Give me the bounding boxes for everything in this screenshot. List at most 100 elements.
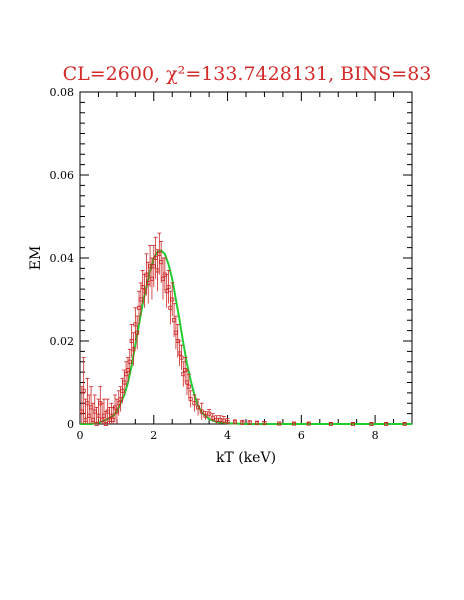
data-point [146, 261, 151, 304]
data-point [177, 340, 182, 366]
data-point [247, 420, 252, 425]
model-curve [80, 249, 412, 425]
data-point [291, 421, 296, 426]
point-marker [218, 417, 223, 422]
data-point [369, 421, 374, 426]
point-marker [192, 401, 197, 406]
point-marker [203, 413, 208, 418]
point-marker [225, 419, 230, 424]
chart-title: CL=2600, χ²=133.7428131, BINS=83 [63, 63, 432, 85]
model-curve-line [80, 249, 412, 425]
point-marker [135, 330, 140, 335]
data-point [199, 402, 204, 420]
data-point [157, 232, 162, 275]
x-axis-label: kT (keV) [216, 450, 276, 466]
data-point [232, 419, 237, 425]
data-point [210, 413, 215, 422]
point-marker [384, 421, 389, 426]
data-point [164, 274, 169, 308]
point-marker [262, 421, 267, 426]
data-points [79, 232, 407, 426]
data-point [149, 257, 154, 300]
point-marker [328, 421, 333, 426]
point-marker [291, 421, 296, 426]
point-marker [221, 418, 226, 423]
point-marker [214, 417, 219, 422]
point-marker [255, 421, 260, 426]
data-point [328, 421, 333, 426]
point-marker [131, 347, 136, 352]
y-tick-label: 0.08 [50, 86, 75, 99]
data-point [203, 411, 208, 420]
data-point [131, 332, 136, 366]
data-point [79, 386, 84, 424]
data-point [196, 398, 201, 416]
data-point [207, 409, 212, 418]
data-point [173, 315, 178, 350]
point-marker [369, 421, 374, 426]
x-tick-label: 0 [77, 429, 84, 442]
y-tick-label: 0.02 [50, 335, 75, 348]
plot-area: 0 2 4 6 8 0 0.02 0.04 0.06 0.08 [50, 86, 413, 442]
data-point [135, 315, 140, 350]
data-point [127, 348, 132, 375]
data-point [87, 394, 92, 424]
data-point [240, 419, 245, 425]
point-marker [277, 421, 282, 426]
data-point [214, 415, 219, 424]
data-point [255, 420, 260, 426]
point-marker [210, 415, 215, 420]
data-point [90, 402, 95, 424]
point-marker [240, 420, 245, 425]
y-tick-label: 0.04 [50, 252, 75, 265]
point-marker [199, 409, 204, 414]
data-point [168, 290, 173, 325]
data-point [402, 421, 407, 426]
x-tick-label: 4 [224, 429, 231, 442]
data-point [179, 344, 184, 371]
data-point [159, 240, 164, 283]
tick-labels: 0 2 4 6 8 0 0.02 0.04 0.06 0.08 [50, 86, 379, 442]
data-point [129, 323, 134, 358]
point-marker [196, 405, 201, 410]
data-point [181, 361, 186, 387]
data-point [218, 415, 223, 424]
x-tick-label: 6 [298, 429, 305, 442]
point-marker [188, 397, 193, 402]
data-point [384, 421, 389, 426]
point-marker [166, 285, 171, 290]
data-point [186, 373, 191, 400]
data-point [225, 418, 230, 424]
point-marker [402, 421, 407, 426]
point-marker [170, 297, 175, 302]
point-marker [81, 388, 86, 393]
x-tick-label: 2 [150, 429, 157, 442]
data-point [221, 416, 226, 424]
data-point [188, 390, 193, 408]
data-point [160, 257, 165, 300]
point-marker [232, 420, 237, 425]
data-point [166, 270, 171, 304]
y-axis-label: EM [28, 246, 44, 271]
y-tick-label: 0.06 [50, 169, 75, 182]
point-marker [306, 421, 311, 426]
point-marker [127, 359, 132, 364]
data-point [153, 236, 158, 279]
data-point [192, 394, 197, 412]
point-marker [350, 421, 355, 426]
data-point [350, 421, 355, 426]
data-point [151, 245, 156, 288]
point-marker [179, 355, 184, 360]
point-marker [186, 384, 191, 389]
axis-ticks [79, 91, 413, 425]
data-point [277, 421, 282, 426]
x-tick-label: 8 [372, 429, 379, 442]
data-point [170, 282, 175, 317]
point-marker [207, 411, 212, 416]
data-point [92, 394, 97, 424]
y-tick-label: 0 [67, 418, 74, 431]
data-point [100, 402, 105, 424]
data-point [262, 421, 267, 426]
data-point [81, 357, 86, 424]
